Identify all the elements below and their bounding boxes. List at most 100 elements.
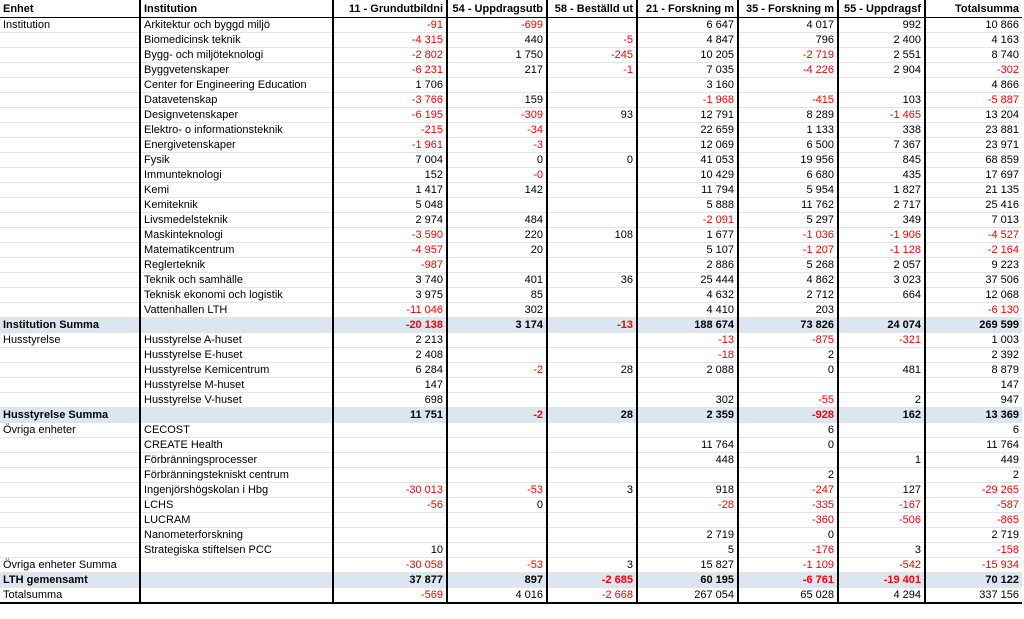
- institution-cell[interactable]: Husstyrelse Kemicentrum: [139, 362, 333, 378]
- institution-cell[interactable]: [139, 572, 333, 588]
- value-cell[interactable]: [546, 182, 637, 198]
- value-cell[interactable]: 337 156: [924, 587, 1022, 604]
- value-cell[interactable]: 947: [924, 392, 1022, 408]
- value-cell[interactable]: -29 265: [924, 482, 1022, 498]
- unit-cell[interactable]: [0, 362, 140, 378]
- value-cell[interactable]: 6 500: [737, 137, 838, 153]
- value-cell[interactable]: 2 719: [924, 527, 1022, 543]
- value-cell[interactable]: 796: [737, 32, 838, 48]
- value-cell[interactable]: -4 957: [332, 242, 447, 258]
- column-header[interactable]: 54 - Uppdragsutb: [446, 0, 547, 18]
- unit-cell[interactable]: [0, 227, 140, 243]
- institution-cell[interactable]: Nanometerforskning: [139, 527, 333, 543]
- value-cell[interactable]: [546, 377, 637, 393]
- value-cell[interactable]: -13: [636, 332, 738, 348]
- value-cell[interactable]: -15 934: [924, 557, 1022, 573]
- value-cell[interactable]: [546, 512, 637, 528]
- value-cell[interactable]: 5 107: [636, 242, 738, 258]
- value-cell[interactable]: 2 974: [332, 212, 447, 228]
- institution-cell[interactable]: Vattenhallen LTH: [139, 302, 333, 318]
- unit-cell[interactable]: [0, 47, 140, 63]
- value-cell[interactable]: 11 762: [737, 197, 838, 213]
- value-cell[interactable]: -1 207: [737, 242, 838, 258]
- value-cell[interactable]: -865: [924, 512, 1022, 528]
- institution-cell[interactable]: LCHS: [139, 497, 333, 513]
- value-cell[interactable]: -4 527: [924, 227, 1022, 243]
- institution-cell[interactable]: Husstyrelse E-huset: [139, 347, 333, 363]
- value-cell[interactable]: 5 297: [737, 212, 838, 228]
- value-cell[interactable]: 2 408: [332, 347, 447, 363]
- value-cell[interactable]: 4 632: [636, 287, 738, 303]
- institution-cell[interactable]: Reglerteknik: [139, 257, 333, 273]
- column-header[interactable]: Institution: [139, 0, 333, 18]
- column-header[interactable]: Totalsumma: [924, 0, 1022, 18]
- value-cell[interactable]: 0: [737, 437, 838, 453]
- institution-cell[interactable]: CREATE Health: [139, 437, 333, 453]
- value-cell[interactable]: 7 035: [636, 62, 738, 78]
- value-cell[interactable]: 435: [837, 167, 925, 183]
- value-cell[interactable]: [546, 302, 637, 318]
- value-cell[interactable]: -158: [924, 542, 1022, 558]
- value-cell[interactable]: [332, 437, 447, 453]
- value-cell[interactable]: 481: [837, 362, 925, 378]
- unit-cell[interactable]: [0, 287, 140, 303]
- value-cell[interactable]: [446, 197, 547, 213]
- value-cell[interactable]: [546, 347, 637, 363]
- value-cell[interactable]: -1 465: [837, 107, 925, 123]
- value-cell[interactable]: 0: [446, 152, 547, 168]
- value-cell[interactable]: 0: [446, 497, 547, 513]
- value-cell[interactable]: 2 551: [837, 47, 925, 63]
- value-cell[interactable]: [546, 497, 637, 513]
- value-cell[interactable]: [546, 527, 637, 543]
- value-cell[interactable]: 845: [837, 152, 925, 168]
- value-cell[interactable]: -415: [737, 92, 838, 108]
- value-cell[interactable]: [546, 17, 637, 33]
- value-cell[interactable]: -20 138: [332, 317, 447, 333]
- value-cell[interactable]: 6: [737, 422, 838, 438]
- institution-cell[interactable]: LUCRAM: [139, 512, 333, 528]
- value-cell[interactable]: -176: [737, 542, 838, 558]
- value-cell[interactable]: -1 961: [332, 137, 447, 153]
- value-cell[interactable]: [446, 332, 547, 348]
- institution-cell[interactable]: Teknisk ekonomi och logistik: [139, 287, 333, 303]
- value-cell[interactable]: -3: [446, 137, 547, 153]
- value-cell[interactable]: 5: [636, 542, 738, 558]
- value-cell[interactable]: 267 054: [636, 587, 738, 604]
- value-cell[interactable]: 897: [446, 572, 547, 588]
- value-cell[interactable]: [332, 422, 447, 438]
- value-cell[interactable]: 7 004: [332, 152, 447, 168]
- value-cell[interactable]: [636, 467, 738, 483]
- value-cell[interactable]: -4 226: [737, 62, 838, 78]
- value-cell[interactable]: 2 886: [636, 257, 738, 273]
- unit-cell[interactable]: LTH gemensamt: [0, 572, 140, 588]
- value-cell[interactable]: [546, 332, 637, 348]
- institution-cell[interactable]: [139, 587, 333, 604]
- value-cell[interactable]: [737, 452, 838, 468]
- value-cell[interactable]: [446, 512, 547, 528]
- column-header[interactable]: 21 - Forskning m: [636, 0, 738, 18]
- value-cell[interactable]: -2 668: [546, 587, 637, 604]
- value-cell[interactable]: 2 717: [837, 197, 925, 213]
- value-cell[interactable]: 2: [737, 467, 838, 483]
- value-cell[interactable]: [446, 527, 547, 543]
- value-cell[interactable]: [332, 467, 447, 483]
- value-cell[interactable]: 2 719: [636, 527, 738, 543]
- value-cell[interactable]: -2: [446, 407, 547, 423]
- institution-cell[interactable]: Fysik: [139, 152, 333, 168]
- value-cell[interactable]: 4 866: [924, 77, 1022, 93]
- unit-cell[interactable]: [0, 392, 140, 408]
- value-cell[interactable]: -1 968: [636, 92, 738, 108]
- value-cell[interactable]: -53: [446, 557, 547, 573]
- value-cell[interactable]: -2 091: [636, 212, 738, 228]
- value-cell[interactable]: 12 068: [924, 287, 1022, 303]
- value-cell[interactable]: 3 023: [837, 272, 925, 288]
- institution-cell[interactable]: Maskinteknologi: [139, 227, 333, 243]
- value-cell[interactable]: -2 719: [737, 47, 838, 63]
- value-cell[interactable]: 3 160: [636, 77, 738, 93]
- value-cell[interactable]: 269 599: [924, 317, 1022, 333]
- value-cell[interactable]: 13 369: [924, 407, 1022, 423]
- value-cell[interactable]: 21 135: [924, 182, 1022, 198]
- value-cell[interactable]: -928: [737, 407, 838, 423]
- value-cell[interactable]: 302: [636, 392, 738, 408]
- value-cell[interactable]: [546, 167, 637, 183]
